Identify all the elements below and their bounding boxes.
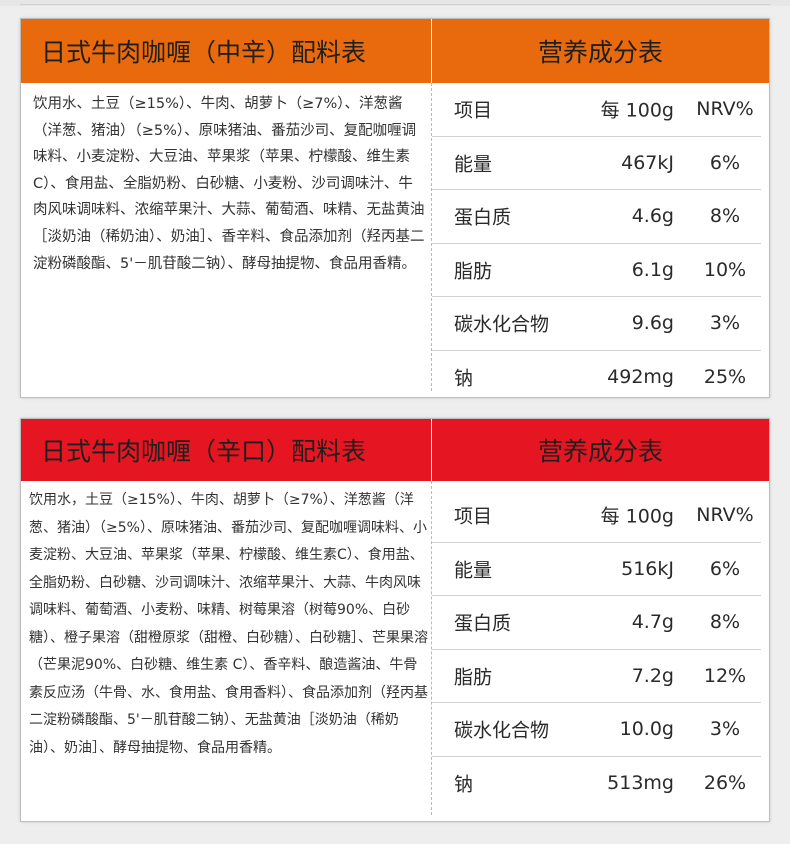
- nutrition-item-nrv: 10%: [703, 258, 747, 281]
- nutrition-row: 碳水化合物 9.6g 3%: [432, 297, 761, 351]
- nutrition-row: 钠 513mg 26%: [432, 757, 761, 810]
- nutrition-item-name: 碳水化合物: [454, 719, 550, 742]
- nutrition-item-value: 每 100g: [600, 99, 674, 122]
- nutrition-title: 营养成分表: [432, 419, 769, 481]
- nutrition-item-nrv: 6%: [709, 557, 741, 580]
- nutrition-item-name: 脂肪: [454, 666, 493, 689]
- column-divider: [431, 481, 432, 815]
- nutrition-item-value: 516kJ: [621, 557, 674, 580]
- nutrition-item-name: 钠: [454, 773, 474, 796]
- nutrition-item-name: 钠: [454, 367, 474, 390]
- ingredients-title: 日式牛肉咖喱（中辛）配料表: [21, 19, 431, 83]
- panel-header: 日式牛肉咖喱（辛口）配料表 营养成分表: [21, 419, 769, 481]
- nutrition-item-value: 467kJ: [621, 151, 674, 174]
- previous-panel-edge: [20, 0, 770, 5]
- nutrition-item-value: 6.1g: [631, 258, 674, 281]
- nutrition-item-name: 蛋白质: [454, 206, 512, 229]
- nutrition-row: 碳水化合物 10.0g 3%: [432, 703, 761, 757]
- nutrition-row: 脂肪 7.2g 12%: [432, 650, 761, 703]
- nutrition-header-row: 项目 每 100g NRV%: [432, 489, 761, 543]
- nutrition-row: 能量 467kJ 6%: [432, 137, 761, 190]
- nutrition-item-name: 能量: [454, 153, 493, 176]
- nutrition-item-name: 项目: [454, 99, 493, 122]
- nutrition-item-value: 492mg: [607, 365, 674, 388]
- nutrition-row: 能量 516kJ 6%: [432, 543, 761, 596]
- nutrition-header-row: 项目 每 100g NRV%: [432, 83, 761, 137]
- nutrition-item-value: 513mg: [607, 771, 674, 794]
- ingredients-text: 饮用水，土豆（≥15%）、牛肉、胡萝卜（≥7%）、洋葱酱（洋葱、猪油）（≥5%）…: [29, 492, 428, 756]
- nutrition-item-nrv: 8%: [709, 611, 741, 634]
- top-strip: [0, 0, 790, 6]
- header-divider: [431, 19, 432, 83]
- nutrition-item-nrv: 12%: [703, 664, 747, 687]
- panel-body: 饮用水，土豆（≥15%）、牛肉、胡萝卜（≥7%）、洋葱酱（洋葱、猪油）（≥5%）…: [21, 481, 769, 821]
- nutrition-row: 蛋白质 4.7g 8%: [432, 596, 761, 650]
- nutrition-item-value: 4.6g: [631, 205, 674, 228]
- nutrition-item-nrv: 26%: [703, 771, 747, 794]
- nutrition-item-value: 7.2g: [631, 664, 674, 687]
- panel-body: 饮用水、土豆（≥15%）、牛肉、胡萝卜（≥7%）、洋葱酱（洋葱、猪油）（≥5%）…: [21, 83, 769, 397]
- nutrition-table: 项目 每 100g NRV% 能量 516kJ 6% 蛋白质 4.7g 8% 脂…: [432, 489, 761, 809]
- nutrition-item-nrv: 3%: [709, 312, 741, 335]
- nutrition-row: 脂肪 6.1g 10%: [432, 244, 761, 297]
- header-divider: [431, 419, 432, 481]
- ingredients-title: 日式牛肉咖喱（辛口）配料表: [21, 419, 431, 481]
- nutrition-title: 营养成分表: [432, 19, 769, 83]
- nutrition-item-name: 能量: [454, 559, 493, 582]
- nutrition-item-nrv: NRV%: [696, 98, 754, 121]
- nutrition-table: 项目 每 100g NRV% 能量 467kJ 6% 蛋白质 4.6g 8% 脂…: [432, 83, 761, 403]
- nutrition-item-value: 每 100g: [600, 505, 674, 528]
- nutrition-item-nrv: 3%: [709, 718, 741, 741]
- nutrition-item-name: 脂肪: [454, 260, 493, 283]
- nutrition-item-name: 项目: [454, 505, 493, 528]
- ingredient-panel-hot: 日式牛肉咖喱（辛口）配料表 营养成分表 饮用水，土豆（≥15%）、牛肉、胡萝卜（…: [20, 418, 770, 822]
- nutrition-item-value: 9.6g: [631, 312, 674, 335]
- nutrition-row: 蛋白质 4.6g 8%: [432, 190, 761, 244]
- nutrition-row: 钠 492mg 25%: [432, 351, 761, 404]
- nutrition-item-nrv: NRV%: [696, 504, 754, 527]
- nutrition-item-value: 10.0g: [619, 718, 674, 741]
- panel-header: 日式牛肉咖喱（中辛）配料表 营养成分表: [21, 19, 769, 83]
- nutrition-item-name: 蛋白质: [454, 612, 512, 635]
- nutrition-item-nrv: 25%: [703, 365, 747, 388]
- nutrition-item-nrv: 6%: [709, 151, 741, 174]
- nutrition-item-name: 碳水化合物: [454, 313, 550, 336]
- nutrition-item-value: 4.7g: [631, 611, 674, 634]
- ingredient-panel-medium-spicy: 日式牛肉咖喱（中辛）配料表 营养成分表 饮用水、土豆（≥15%）、牛肉、胡萝卜（…: [20, 18, 770, 398]
- column-divider: [431, 83, 432, 391]
- ingredients-text: 饮用水、土豆（≥15%）、牛肉、胡萝卜（≥7%）、洋葱酱（洋葱、猪油）（≥5%）…: [33, 96, 425, 272]
- nutrition-item-nrv: 8%: [709, 205, 741, 228]
